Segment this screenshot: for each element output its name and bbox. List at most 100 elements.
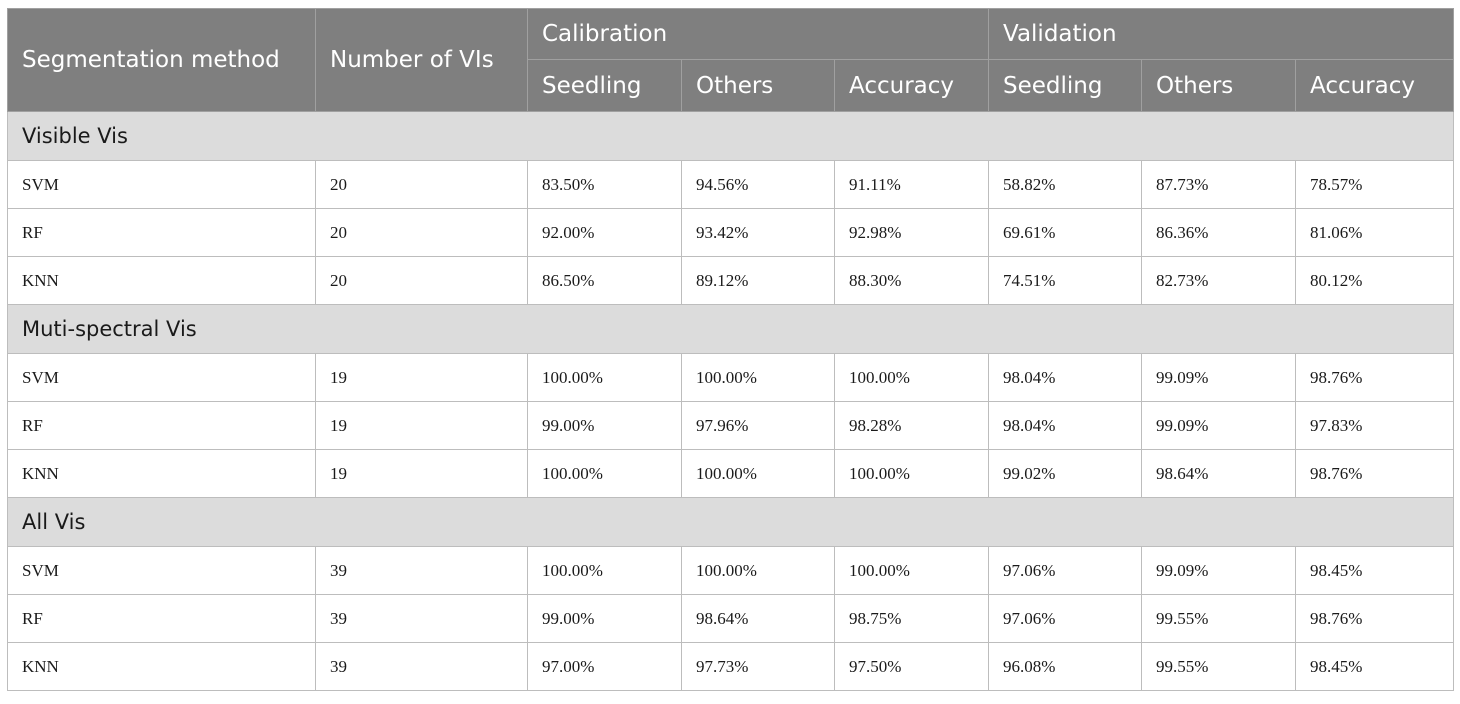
table-cell: 89.12% [681, 256, 835, 305]
table-cell: 100.00% [834, 353, 989, 402]
table-cell: 100.00% [834, 546, 989, 595]
table-cell: 97.00% [527, 642, 682, 691]
table-cell: 100.00% [834, 449, 989, 498]
table-cell: 58.82% [988, 160, 1142, 209]
table-cell: 74.51% [988, 256, 1142, 305]
table-cell: RF [7, 208, 316, 257]
table-cell: 83.50% [527, 160, 682, 209]
table-cell: 96.08% [988, 642, 1142, 691]
table-header: Segmentation method Number of VIs Calibr… [7, 8, 1454, 112]
header-cal-accuracy: Accuracy [834, 59, 989, 112]
table-cell: 98.75% [834, 594, 989, 643]
table-cell: 86.50% [527, 256, 682, 305]
table-cell: 87.73% [1141, 160, 1296, 209]
table-cell: 20 [315, 256, 528, 305]
table-cell: 99.00% [527, 401, 682, 450]
table-body: Visible Vis SVM 20 83.50% 94.56% 91.11% 58.82%… [7, 111, 1454, 691]
table-row: SVM 20 83.50% 94.56% 91.11% 58.82% 87.73% 78.57… [7, 160, 1454, 209]
table-cell: 97.06% [988, 546, 1142, 595]
table-cell: 97.73% [681, 642, 835, 691]
header-val-others: Others [1141, 59, 1296, 112]
table-cell: 88.30% [834, 256, 989, 305]
header-validation: Validation [988, 8, 1454, 60]
table-cell: 39 [315, 642, 528, 691]
header-segmentation-method: Segmentation method [7, 8, 316, 112]
table-cell: 39 [315, 546, 528, 595]
table-cell: 98.76% [1295, 353, 1454, 402]
table-cell: 39 [315, 594, 528, 643]
table-cell: 98.45% [1295, 546, 1454, 595]
table-cell: 19 [315, 353, 528, 402]
table-cell: 99.02% [988, 449, 1142, 498]
table-cell: 97.06% [988, 594, 1142, 643]
table-cell: 92.98% [834, 208, 989, 257]
group-row: All Vis [7, 497, 1454, 547]
table-cell: SVM [7, 160, 316, 209]
table-cell: 86.36% [1141, 208, 1296, 257]
table-cell: 100.00% [681, 546, 835, 595]
table-cell: 98.76% [1295, 594, 1454, 643]
table-cell: 97.83% [1295, 401, 1454, 450]
table-cell: 19 [315, 449, 528, 498]
group-row: Muti-spectral Vis [7, 304, 1454, 354]
table-cell: 100.00% [527, 449, 682, 498]
table-row: RF 19 99.00% 97.96% 98.28% 98.04% 99.09% 97.83% [7, 401, 1454, 450]
header-cal-seedling: Seedling [527, 59, 682, 112]
table-cell: 98.64% [681, 594, 835, 643]
table-cell: 99.09% [1141, 401, 1296, 450]
table-cell: 69.61% [988, 208, 1142, 257]
table-cell: 100.00% [681, 449, 835, 498]
table-cell: RF [7, 401, 316, 450]
table-cell: 94.56% [681, 160, 835, 209]
header-cal-others: Others [681, 59, 835, 112]
table-cell: 99.55% [1141, 642, 1296, 691]
table-row: RF 20 92.00% 93.42% 92.98% 69.61% 86.36% 81.06% [7, 208, 1454, 257]
table-cell: 91.11% [834, 160, 989, 209]
table-row: RF 39 99.00% 98.64% 98.75% 97.06% 99.55% 98.76% [7, 594, 1454, 643]
table-cell: 81.06% [1295, 208, 1454, 257]
header-val-seedling: Seedling [988, 59, 1142, 112]
table-cell: 98.64% [1141, 449, 1296, 498]
table-cell: 98.28% [834, 401, 989, 450]
group-title: Visible Vis [7, 111, 1454, 161]
table-cell: 82.73% [1141, 256, 1296, 305]
table-cell: 99.55% [1141, 594, 1296, 643]
table-row: SVM 39 100.00% 100.00% 100.00% 97.06% 99.09% 98… [7, 546, 1454, 595]
table-cell: 97.96% [681, 401, 835, 450]
table-cell: 97.50% [834, 642, 989, 691]
table-cell: 99.00% [527, 594, 682, 643]
table-cell: 100.00% [681, 353, 835, 402]
table-cell: 99.09% [1141, 353, 1296, 402]
table-cell: 98.04% [988, 401, 1142, 450]
header-number-of-vis: Number of VIs [315, 8, 528, 112]
table-row: KNN 19 100.00% 100.00% 100.00% 99.02% 98.64% 98… [7, 449, 1454, 498]
results-table: Segmentation method Number of VIs Calibr… [7, 8, 1454, 691]
table-cell: 98.04% [988, 353, 1142, 402]
table-cell: KNN [7, 449, 316, 498]
header-val-accuracy: Accuracy [1295, 59, 1454, 112]
table-cell: KNN [7, 256, 316, 305]
group-title: Muti-spectral Vis [7, 304, 1454, 354]
table-cell: 20 [315, 208, 528, 257]
table-cell: 99.09% [1141, 546, 1296, 595]
table-cell: 100.00% [527, 353, 682, 402]
table-row: SVM 19 100.00% 100.00% 100.00% 98.04% 99.09% 98… [7, 353, 1454, 402]
table-cell: 20 [315, 160, 528, 209]
table-cell: 98.76% [1295, 449, 1454, 498]
table-cell: 98.45% [1295, 642, 1454, 691]
table-cell: SVM [7, 546, 316, 595]
table-row: KNN 20 86.50% 89.12% 88.30% 74.51% 82.73% 80.12… [7, 256, 1454, 305]
table-cell: RF [7, 594, 316, 643]
table-cell: 80.12% [1295, 256, 1454, 305]
header-calibration: Calibration [527, 8, 989, 60]
table-cell: 19 [315, 401, 528, 450]
table-cell: KNN [7, 642, 316, 691]
table-cell: 92.00% [527, 208, 682, 257]
table-cell: SVM [7, 353, 316, 402]
table-cell: 93.42% [681, 208, 835, 257]
group-row: Visible Vis [7, 111, 1454, 161]
table-cell: 100.00% [527, 546, 682, 595]
table-row: KNN 39 97.00% 97.73% 97.50% 96.08% 99.55% 98.45… [7, 642, 1454, 691]
table-cell: 78.57% [1295, 160, 1454, 209]
group-title: All Vis [7, 497, 1454, 547]
